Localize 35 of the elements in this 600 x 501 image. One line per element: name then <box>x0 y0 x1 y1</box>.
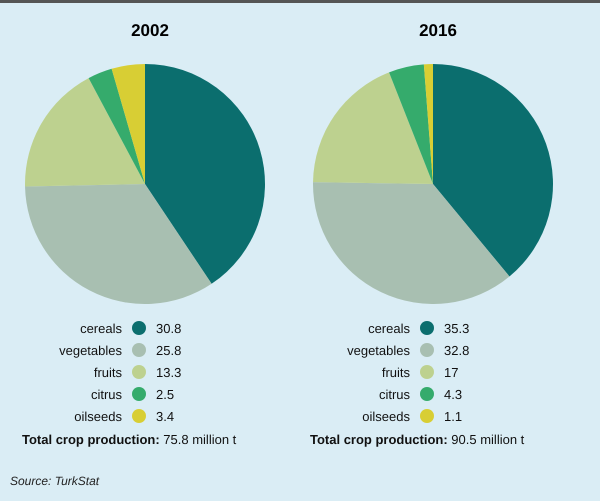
legend-label: citrus <box>90 386 122 402</box>
pie-slice <box>25 184 212 304</box>
legend-label: citrus <box>378 386 410 402</box>
source-note: Source: TurkStat <box>10 474 100 488</box>
data-label: 1.1 <box>444 408 462 424</box>
legend-label: fruits <box>380 364 410 380</box>
pie-slice <box>112 64 145 184</box>
pie-slice <box>313 182 510 304</box>
legend-label: fruits <box>92 364 122 380</box>
data-label: 25.8 <box>156 342 182 358</box>
data-label: 32.8 <box>444 342 470 358</box>
legend-label: cereals <box>79 320 122 336</box>
pie-slice <box>433 64 553 276</box>
pie-slice <box>145 64 265 284</box>
legend-label: vegetables <box>58 342 122 358</box>
text: Total crop production: 90.5 million t <box>310 432 524 447</box>
legend-label: oilseeds <box>361 408 410 424</box>
data-label: 17 <box>444 364 458 380</box>
chart-title: 2002 <box>130 21 170 41</box>
data-label: 35.3 <box>444 320 470 336</box>
chart-title: 2016 <box>418 21 458 41</box>
data-label: 2.5 <box>156 386 174 402</box>
text: Total crop production: 75.8 million t <box>22 432 236 447</box>
data-label: 4.3 <box>444 386 462 402</box>
legend-label: oilseeds <box>73 408 122 424</box>
data-label: 30.8 <box>156 320 182 336</box>
pie-slice <box>389 64 433 184</box>
pie-slice <box>88 68 145 184</box>
pie-slice <box>313 72 433 184</box>
data-label: 13.3 <box>156 364 182 380</box>
pie-slice <box>424 64 433 184</box>
pie-slice <box>25 78 145 186</box>
data-label: 3.4 <box>156 408 174 424</box>
legend-label: vegetables <box>346 342 410 358</box>
legend-label: cereals <box>367 320 410 336</box>
